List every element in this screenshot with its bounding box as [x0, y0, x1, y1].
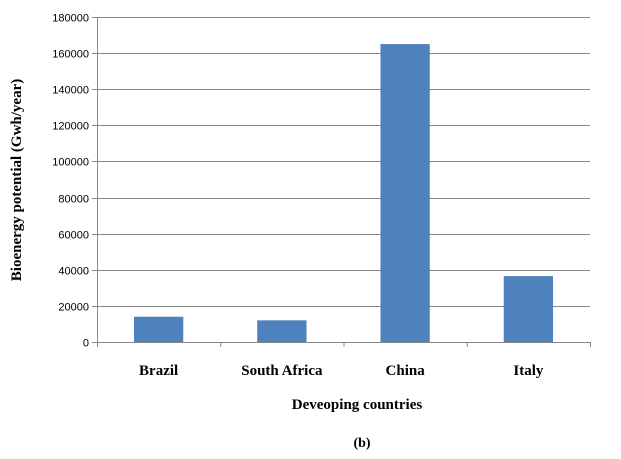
bars — [133, 44, 554, 342]
y-tick-label: 60000 — [58, 230, 89, 242]
bar-south-africa — [257, 320, 307, 342]
y-axis-title: Bioenergy potential (Gwh/year) — [9, 79, 25, 281]
y-tick-label: 160000 — [52, 49, 89, 61]
x-axis-title: Deveoping countries — [292, 397, 423, 413]
y-tick-label: 120000 — [52, 121, 89, 133]
y-tick-labels: 0 20000 40000 60000 80000 100000 120000 140000 1… — [52, 13, 97, 350]
bar-brazil — [133, 316, 184, 342]
x-category-label: Italy — [513, 363, 544, 379]
y-tick-label: 0 — [83, 338, 89, 350]
bar-china — [380, 44, 430, 342]
y-tick-label: 140000 — [52, 85, 89, 97]
x-category-labels: Brazil South Africa China Italy — [97, 342, 591, 379]
gridlines — [97, 17, 590, 307]
y-tick-label: 80000 — [58, 194, 89, 206]
x-category-label: South Africa — [241, 363, 323, 379]
y-tick-label: 40000 — [58, 266, 89, 278]
y-tick-label: 180000 — [52, 13, 89, 25]
figure-caption: (b) — [353, 436, 370, 451]
x-category-label: Brazil — [139, 363, 178, 379]
y-tick-label: 20000 — [58, 302, 89, 314]
y-tick-label: 100000 — [52, 157, 89, 169]
bar-italy — [503, 276, 554, 342]
x-category-label: China — [386, 363, 426, 379]
